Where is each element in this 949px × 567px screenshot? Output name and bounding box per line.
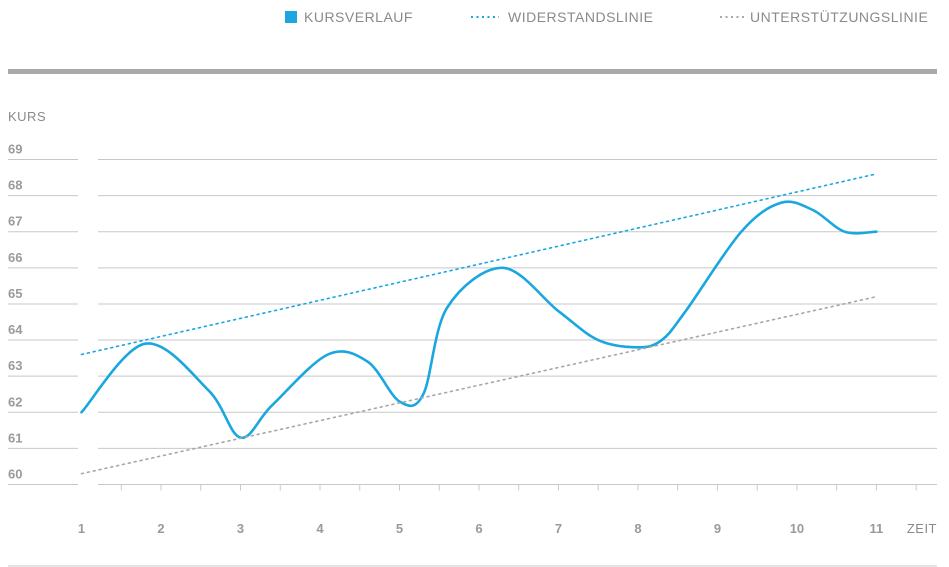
x-tick-label: 11 [870,521,884,536]
y-axis-title: KURS [8,109,46,124]
x-tick-label: 6 [475,521,482,536]
x-tick-label: 8 [634,521,641,536]
y-tick-label: 64 [8,322,23,337]
top-separator-band [8,69,937,74]
y-tick-label: 62 [8,394,22,409]
series-unterstuetzungslinie [80,295,878,475]
series-kursverlauf [80,200,878,439]
x-tick-label: 2 [157,521,164,536]
y-tick-label: 68 [8,178,22,193]
legend-swatch-kursverlauf [285,11,297,23]
y-tick-label: 66 [8,250,22,265]
legend: KURSVERLAUF WIDERSTANDSLINIE UNTERSTÜTZU… [285,8,928,25]
x-tick-label: 7 [555,521,562,536]
series-widerstandslinie [80,173,878,356]
x-tick-label: 5 [396,521,403,536]
x-axis: 1 2 3 4 5 6 7 8 9 10 11 [78,484,937,536]
legend-label-kursverlauf: KURSVERLAUF [304,9,413,25]
y-tick-label: 61 [8,430,22,445]
y-tick-label: 69 [8,141,22,156]
y-tick-label: 63 [8,358,22,373]
x-tick-label: 3 [237,521,244,536]
y-tick-label: 60 [8,467,22,482]
y-tick-label: 67 [8,214,22,229]
legend-label-unterstuetzungslinie: UNTERSTÜTZUNGSLINIE [750,8,928,25]
legend-label-widerstandslinie: WIDERSTANDSLINIE [508,9,653,25]
y-tick-label: 65 [8,286,22,301]
x-tick-label: 1 [78,521,85,536]
x-tick-label: 4 [316,521,324,536]
x-axis-title: ZEIT [907,521,937,536]
x-tick-label: 9 [714,521,721,536]
series-layer [80,173,878,475]
y-axis-ticks: 69 68 67 66 65 64 63 62 61 60 [8,141,23,481]
x-tick-label: 10 [790,521,804,536]
grid [8,158,937,486]
